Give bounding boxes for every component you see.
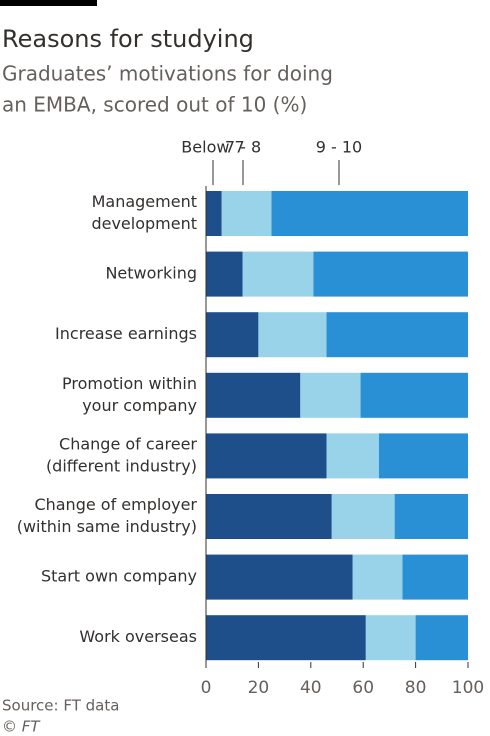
bar-segment xyxy=(206,312,259,358)
bar-segment xyxy=(206,615,366,661)
x-tick-label: 80 xyxy=(405,678,427,698)
bar-segment xyxy=(206,433,327,479)
x-tick-label: 60 xyxy=(352,678,374,698)
bar-segment xyxy=(352,554,403,600)
category-label: development xyxy=(91,214,197,233)
x-tick-label: 100 xyxy=(452,678,484,698)
category-label: Management xyxy=(92,192,197,211)
category-label: your company xyxy=(82,396,197,415)
bar-segment xyxy=(378,433,468,479)
category-label: Increase earnings xyxy=(55,324,197,343)
bar-segment xyxy=(221,191,272,236)
top-bar xyxy=(0,0,97,6)
bar-segment xyxy=(326,433,379,479)
bar-segment xyxy=(206,191,222,236)
bar-segment xyxy=(365,615,416,661)
legend-label: 7 - 8 xyxy=(225,138,261,157)
chart-subtitle: Graduates’ motivations for doing xyxy=(2,62,333,86)
bar-segment xyxy=(206,251,243,297)
category-label: Start own company xyxy=(41,567,197,586)
legend-label: Below 7 xyxy=(181,138,244,157)
x-tick-label: 20 xyxy=(248,678,270,698)
chart-subtitle: an EMBA, scored out of 10 (%) xyxy=(2,93,307,117)
x-tick-label: 0 xyxy=(201,678,212,698)
bar-segment xyxy=(206,372,301,418)
category-label: Change of career xyxy=(59,434,197,453)
bar-segment xyxy=(326,312,468,358)
category-label: (within same industry) xyxy=(17,517,197,536)
category-label: Networking xyxy=(105,264,197,283)
bar-segment xyxy=(313,251,468,297)
bar-segment xyxy=(331,494,395,539)
bar-segment xyxy=(300,372,361,418)
category-label: Promotion within xyxy=(62,374,197,393)
legend-label: 9 - 10 xyxy=(316,138,362,157)
chart-title: Reasons for studying xyxy=(2,25,254,53)
bar-segment xyxy=(415,615,468,661)
bar-segment xyxy=(258,312,327,358)
source: Source: FT data xyxy=(2,697,119,715)
category-label: Change of employer xyxy=(34,495,197,514)
bar-segment xyxy=(402,554,468,600)
bar-segment xyxy=(242,251,314,297)
category-label: (different industry) xyxy=(46,456,197,475)
bar-segment xyxy=(206,554,353,600)
x-tick-label: 40 xyxy=(300,678,322,698)
bar-segment xyxy=(271,191,468,236)
credit: © FT xyxy=(2,718,41,736)
category-label: Work overseas xyxy=(79,627,197,646)
bar-segment xyxy=(360,372,468,418)
bar-segment xyxy=(394,494,468,539)
bar-segment xyxy=(206,494,332,539)
